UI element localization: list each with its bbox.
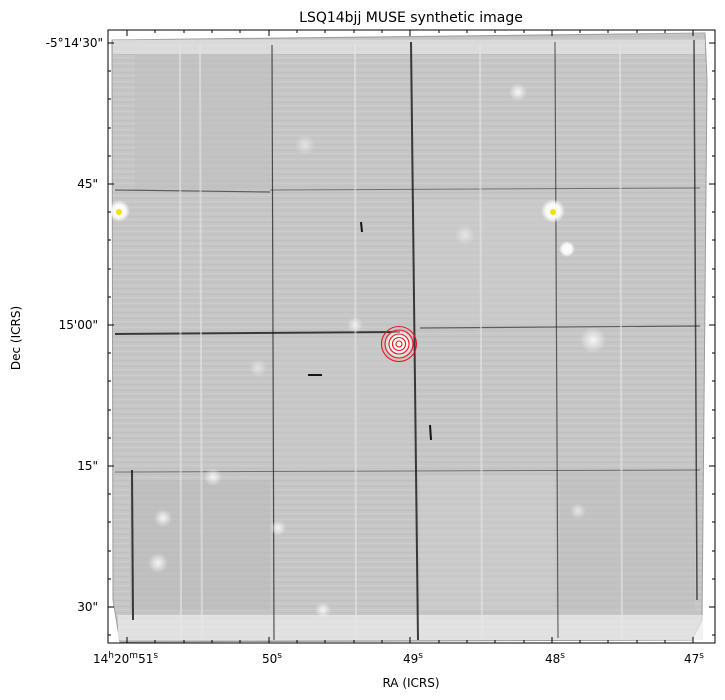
x-tick-label: 48s [545, 651, 565, 666]
x-tick-label: 14h20m51s [93, 651, 158, 666]
y-tick-labels: -5°14'30" 45" 15'00" 15" 30" [46, 36, 103, 614]
source-marker [550, 209, 556, 215]
diffuse-sources [148, 83, 606, 618]
y-axis-label: Dec (ICRS) [9, 306, 23, 370]
x-tick-label: 47s [684, 651, 704, 666]
host-galaxy [384, 329, 414, 359]
x-tick-label: 50s [262, 651, 282, 666]
axes-frame [107, 29, 716, 644]
x-tick-label: 49s [403, 651, 423, 666]
source-marker [116, 209, 122, 215]
plot-title: LSQ14bjj MUSE synthetic image [299, 10, 523, 26]
x-tick-labels: 14h20m51s 50s 49s 48s 47s [93, 651, 704, 666]
y-tick-label: 30" [77, 600, 98, 614]
y-tick-label: 45" [77, 177, 98, 191]
x-axis-label: RA (ICRS) [382, 676, 439, 690]
y-tick-label: 15" [77, 459, 98, 473]
image-panel [108, 30, 715, 643]
tick-marks [108, 30, 715, 643]
contour-overlay [380, 325, 418, 363]
y-tick-label: 15'00" [59, 318, 98, 332]
y-tick-label: -5°14'30" [46, 36, 103, 50]
